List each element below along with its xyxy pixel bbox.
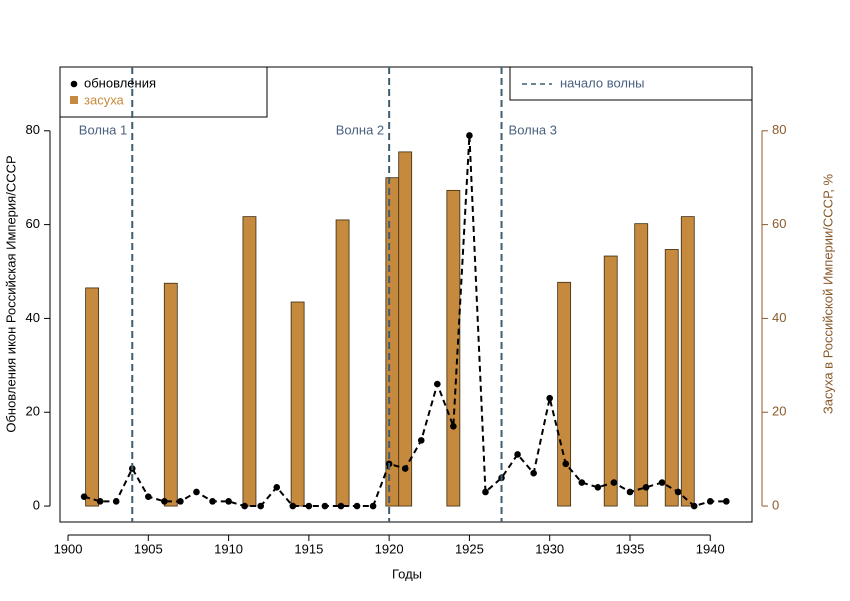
point (369, 502, 377, 510)
wave-label: Волна 3 (509, 122, 557, 137)
y-axis-label: Обновления икон Российская Империя/СССР (3, 155, 18, 432)
point (145, 493, 152, 500)
bar (242, 216, 257, 507)
point (514, 451, 521, 458)
y2-tick-label: 80 (772, 122, 786, 137)
point (209, 498, 216, 505)
bar (664, 249, 679, 507)
x-tick-label: 1915 (294, 541, 323, 556)
point (674, 488, 682, 496)
point (578, 479, 586, 486)
x-tick-label: 1935 (616, 541, 645, 556)
point (241, 502, 248, 510)
bar (603, 255, 618, 507)
bar (680, 216, 695, 507)
bar (335, 219, 350, 507)
point (562, 460, 570, 468)
bar (85, 287, 100, 507)
point (193, 488, 200, 496)
x-tick-label: 1910 (214, 541, 243, 556)
legend-label: засуха (84, 92, 125, 107)
point (530, 469, 537, 477)
x-tick-label: 1905 (134, 541, 163, 556)
y2-tick-label: 60 (772, 216, 786, 231)
x-tick-label: 1920 (375, 541, 404, 556)
bar (163, 282, 178, 507)
point (482, 488, 489, 496)
point (658, 479, 666, 486)
x-tick-label: 1930 (535, 541, 564, 556)
point (401, 465, 409, 472)
y-tick-label: 0 (33, 497, 40, 512)
point (706, 498, 714, 505)
point (417, 437, 425, 444)
x-tick-label: 1900 (54, 541, 83, 556)
wave-label: Волна 2 (336, 122, 384, 137)
y-tick-label: 40 (26, 310, 40, 325)
legend-marker (70, 80, 78, 88)
bar (446, 189, 461, 507)
x-tick-label: 1940 (696, 541, 725, 556)
point (466, 132, 473, 139)
point (434, 380, 441, 388)
point (305, 502, 313, 510)
y2-tick-label: 0 (772, 497, 779, 512)
point (273, 483, 281, 491)
point (450, 423, 457, 430)
point (96, 498, 104, 505)
bar (385, 177, 400, 507)
x-axis-label: Годы (392, 566, 422, 581)
point (642, 483, 650, 491)
y2-tick-label: 40 (772, 310, 786, 325)
point (353, 502, 361, 510)
point (690, 502, 698, 510)
bar (557, 281, 572, 507)
y-tick-label: 60 (26, 216, 40, 231)
point (112, 498, 120, 505)
bar (634, 223, 649, 507)
wave-label: Волна 1 (79, 122, 127, 137)
y-tick-label: 20 (26, 404, 40, 419)
y2-axis-label: Засуха в Российской Империи/СССР, % (820, 173, 835, 414)
legend-marker (70, 96, 78, 104)
legend-label: обновления (84, 75, 156, 90)
point (161, 498, 168, 505)
legend-left (59, 66, 268, 118)
point (225, 498, 232, 505)
point (337, 502, 345, 510)
point (610, 479, 618, 486)
point (289, 502, 297, 510)
point (626, 488, 634, 496)
y-tick-label: 80 (26, 122, 40, 137)
point (546, 394, 553, 402)
bar (290, 301, 305, 507)
point (723, 498, 730, 505)
y2-tick-label: 20 (772, 404, 786, 419)
plot-box (59, 66, 753, 523)
point (257, 502, 264, 510)
point (80, 493, 88, 500)
bar (398, 151, 413, 507)
legend-label: начало волны (560, 75, 645, 90)
x-tick-label: 1925 (455, 541, 484, 556)
point (594, 483, 602, 491)
point (177, 498, 184, 505)
point (321, 502, 329, 510)
